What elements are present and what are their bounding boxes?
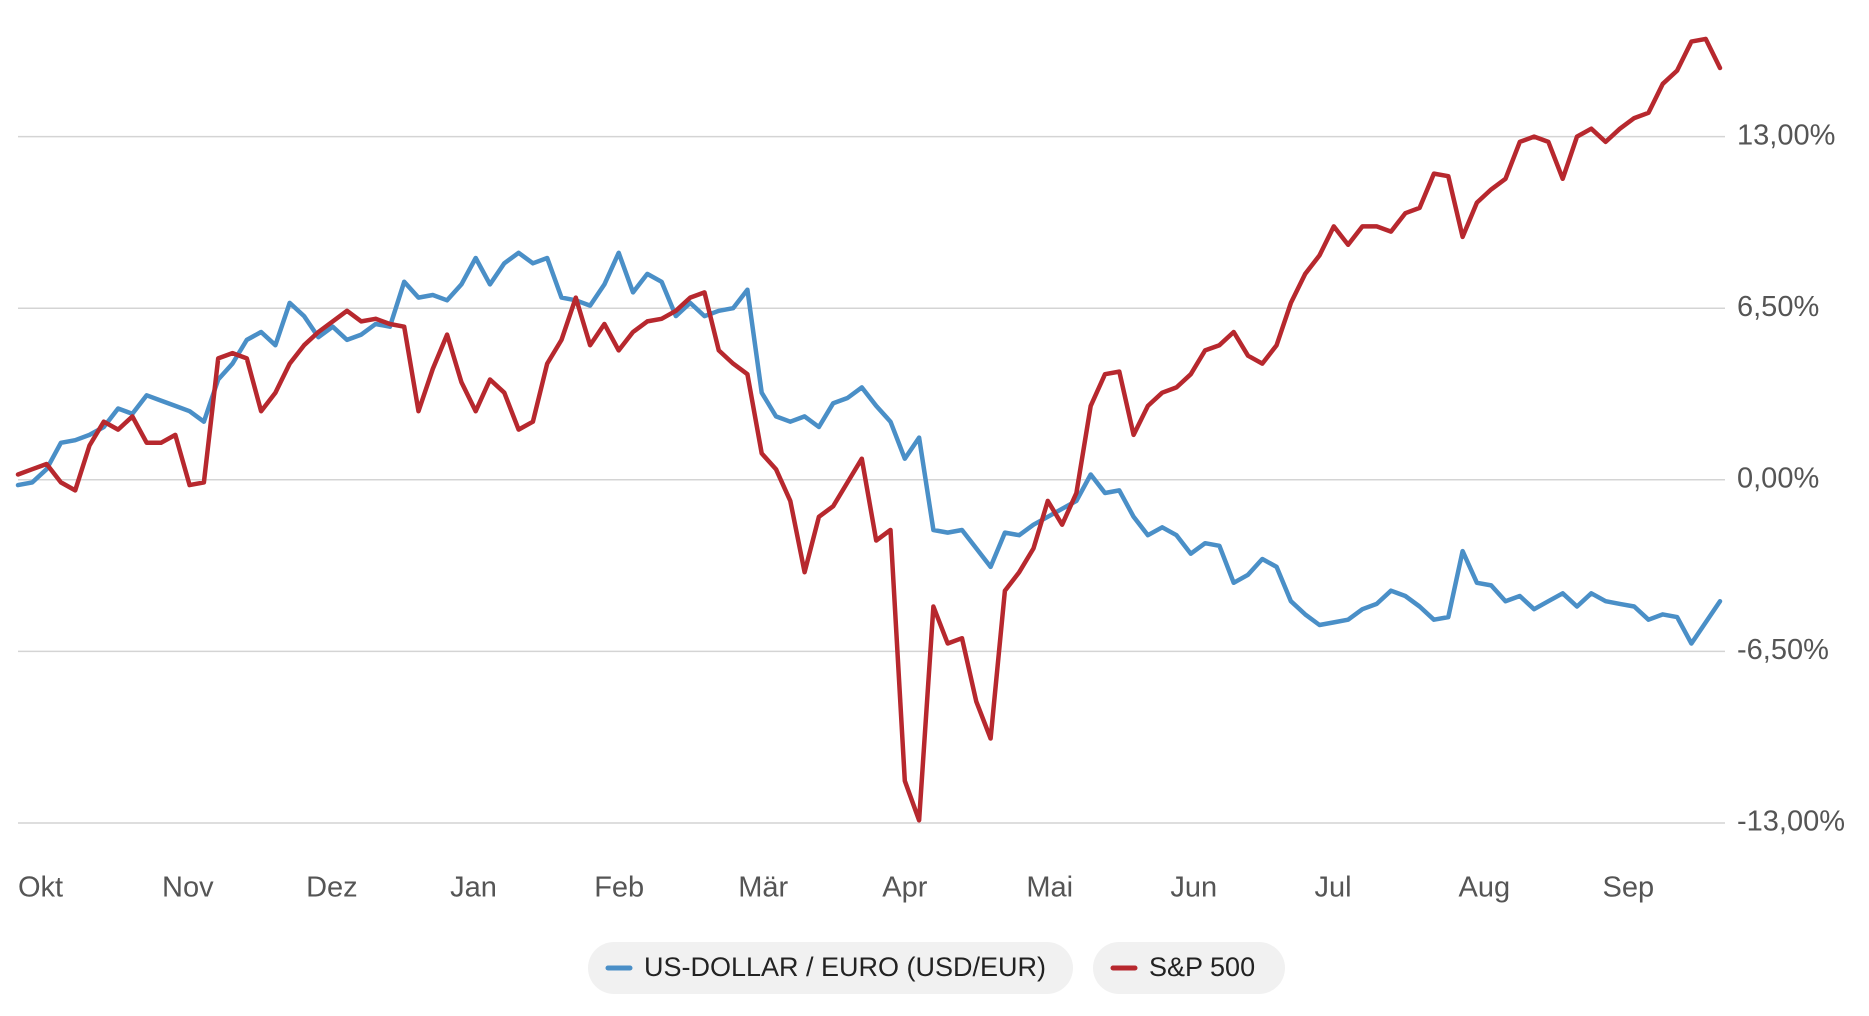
line-series xyxy=(15,250,1723,646)
x-tick-label: Mai xyxy=(1026,872,1073,904)
line-series xyxy=(15,36,1723,823)
y-tick-label: -6,50% xyxy=(1737,634,1829,666)
x-tick-label: Jun xyxy=(1170,872,1217,904)
x-tick-label: Feb xyxy=(594,872,644,904)
x-tick-label: Aug xyxy=(1459,872,1511,904)
legend-item: US-DOLLAR / EURO (USD/EUR) xyxy=(588,942,1073,994)
legend-pill xyxy=(588,942,1073,994)
x-tick-label: Apr xyxy=(882,872,927,904)
x-tick-label: Jul xyxy=(1314,872,1351,904)
y-tick-label: 6,50% xyxy=(1737,291,1819,323)
x-tick-label: Mär xyxy=(738,872,788,904)
x-tick-label: Dez xyxy=(306,872,358,904)
y-tick-label: 0,00% xyxy=(1737,462,1819,494)
y-tick-label: -13,00% xyxy=(1737,806,1845,838)
legend-label: S&P 500 xyxy=(1149,952,1255,982)
legend-label: US-DOLLAR / EURO (USD/EUR) xyxy=(644,952,1046,982)
y-tick-label: 13,00% xyxy=(1737,119,1835,151)
x-tick-label: Sep xyxy=(1603,872,1655,904)
x-tick-label: Nov xyxy=(162,872,214,904)
legend-pill xyxy=(1093,942,1285,994)
x-tick-label: Jan xyxy=(450,872,497,904)
legend-item: S&P 500 xyxy=(1093,942,1285,994)
x-tick-label: Okt xyxy=(18,872,63,904)
